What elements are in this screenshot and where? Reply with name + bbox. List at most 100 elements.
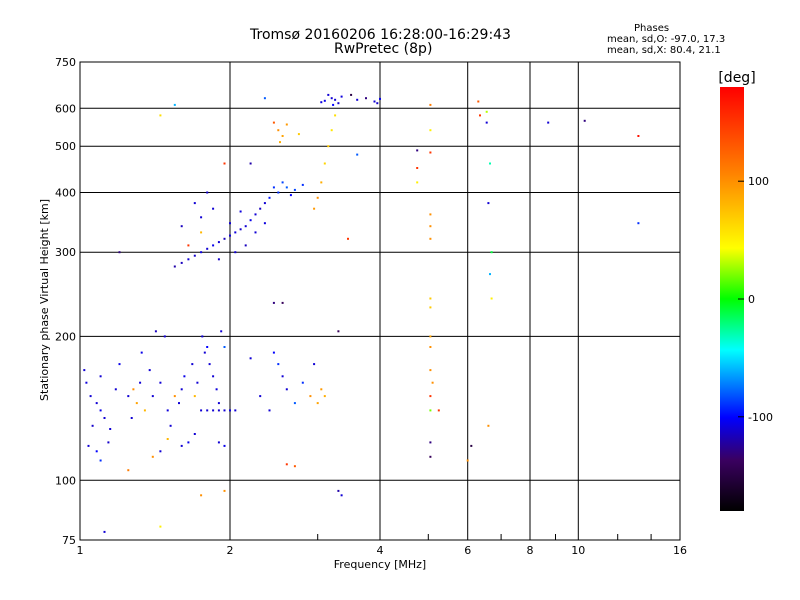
data-point <box>429 409 432 412</box>
data-point <box>373 100 376 103</box>
axis-ticks: 1 2 4 6 8 10 16 75 100 200 300 400 500 600 750 <box>55 56 687 557</box>
data-point <box>200 409 203 412</box>
x-tick-label: 2 <box>227 544 234 557</box>
x-tick-label: 16 <box>673 544 687 557</box>
data-point <box>212 409 215 412</box>
data-point <box>229 234 231 237</box>
data-point <box>429 225 432 228</box>
data-point <box>293 465 296 468</box>
data-point <box>217 402 220 405</box>
data-point <box>487 202 490 205</box>
data-point <box>277 129 280 132</box>
data-point <box>83 369 86 372</box>
data-point <box>281 375 284 378</box>
data-point <box>200 494 203 497</box>
data-point <box>187 258 190 261</box>
data-point <box>429 297 432 300</box>
data-point <box>87 444 90 447</box>
data-point <box>223 444 226 447</box>
data-point <box>323 395 326 398</box>
data-point <box>431 381 434 384</box>
data-point <box>206 247 209 250</box>
data-point <box>313 363 316 366</box>
data-point <box>429 129 432 132</box>
data-point <box>239 228 242 231</box>
data-point <box>173 265 176 268</box>
data-point <box>323 99 326 102</box>
data-point <box>173 395 176 398</box>
data-point <box>429 369 432 372</box>
data-point <box>187 244 190 247</box>
y-axis-label: Stationary phase Virtual Height [km] <box>38 199 51 401</box>
data-point <box>203 351 206 354</box>
data-point <box>429 455 432 458</box>
data-point <box>169 424 172 427</box>
data-point <box>320 388 323 391</box>
data-point <box>429 151 432 154</box>
data-point <box>223 162 226 165</box>
x-tick-label: 8 <box>527 544 534 557</box>
data-point <box>285 463 288 466</box>
data-point <box>154 330 157 333</box>
data-point <box>223 489 226 492</box>
data-point <box>277 363 280 366</box>
data-point <box>89 395 92 398</box>
data-point <box>365 97 367 100</box>
data-point <box>166 409 169 412</box>
data-point <box>200 216 203 219</box>
data-point <box>148 369 151 372</box>
x-tick-label: 6 <box>464 544 471 557</box>
data-point <box>263 97 266 100</box>
grid-lines <box>80 62 680 540</box>
data-point <box>166 438 169 440</box>
data-point <box>212 375 215 378</box>
data-point <box>91 424 94 427</box>
data-point <box>332 103 335 106</box>
data-point <box>350 93 353 96</box>
data-point <box>356 153 359 156</box>
data-point <box>490 251 493 254</box>
data-point <box>379 97 381 100</box>
data-point <box>85 381 88 384</box>
data-point <box>217 409 220 412</box>
data-point <box>466 459 469 462</box>
data-point <box>223 346 226 348</box>
chart-title: Tromsø 20160206 16:28:00-16:29:43 <box>250 27 511 43</box>
colorbar-tick-label: 0 <box>748 293 755 306</box>
data-point <box>212 244 215 247</box>
data-point <box>180 225 183 228</box>
data-point <box>320 181 323 184</box>
data-point <box>95 450 98 453</box>
data-point <box>376 102 379 105</box>
data-point <box>429 346 432 348</box>
data-point <box>470 444 473 447</box>
data-point <box>217 241 220 244</box>
data-point <box>159 450 162 453</box>
data-point <box>268 409 271 412</box>
data-point <box>272 351 275 354</box>
data-point <box>159 114 162 117</box>
data-point <box>340 494 343 497</box>
data-point <box>254 213 257 216</box>
data-point <box>327 93 330 96</box>
data-point <box>259 207 262 210</box>
data-point <box>429 335 432 338</box>
data-point <box>99 375 102 378</box>
data-point <box>127 469 130 472</box>
data-point <box>637 135 640 137</box>
data-point <box>140 351 143 354</box>
data-point <box>244 225 247 228</box>
data-point <box>429 395 432 398</box>
data-point <box>180 388 183 391</box>
data-point <box>263 222 266 225</box>
data-point <box>334 98 337 101</box>
data-point <box>279 141 281 144</box>
data-point <box>159 525 162 528</box>
data-point <box>285 388 288 391</box>
data-point <box>337 102 340 105</box>
data-point <box>178 402 180 405</box>
data-point <box>234 409 237 412</box>
data-point <box>637 222 640 225</box>
data-point <box>206 191 209 194</box>
colorbar-ticks: [deg] 100 0 -100 <box>718 70 773 424</box>
